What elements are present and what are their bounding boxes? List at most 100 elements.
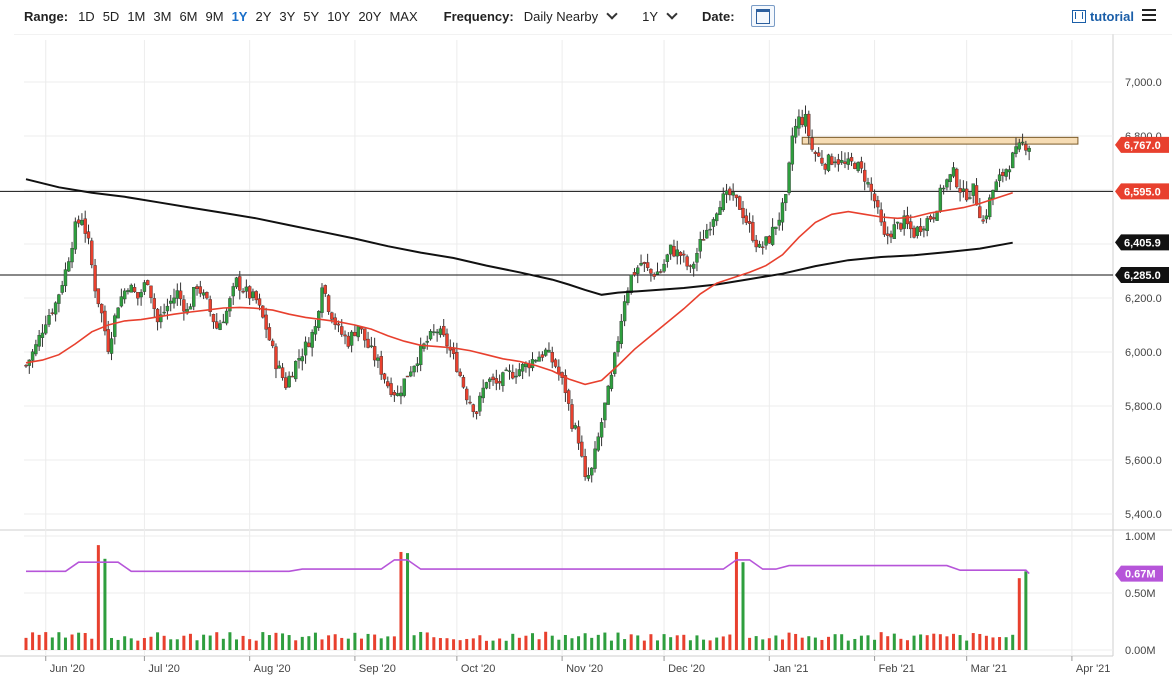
candle-body <box>961 188 966 192</box>
volume-tick-label: 0.00M <box>1125 645 1156 657</box>
candle-body <box>675 249 679 257</box>
candle-body <box>945 179 949 188</box>
candle-body <box>267 327 272 341</box>
candle-body <box>576 426 581 444</box>
candle-body <box>313 326 318 335</box>
range-button-10y[interactable]: 10Y <box>327 8 351 24</box>
fast-moving-average <box>25 191 1013 386</box>
candle-body <box>205 292 209 299</box>
candle-body <box>951 167 956 177</box>
tutorial-link[interactable]: tutorial <box>1071 9 1134 24</box>
range-button-9m[interactable]: 9M <box>205 8 224 24</box>
candle-body <box>790 135 795 165</box>
candle-body <box>902 215 906 229</box>
volume-bar <box>156 632 160 650</box>
candle-body <box>619 321 624 344</box>
candle-body <box>363 328 367 341</box>
menu-button[interactable] <box>1142 6 1156 24</box>
candle-body <box>172 297 176 304</box>
candle-body <box>303 341 308 356</box>
range-button-max[interactable]: MAX <box>389 8 418 24</box>
candle-body <box>484 382 489 389</box>
candle-body <box>274 346 278 370</box>
volume-bar <box>905 640 909 650</box>
candle-body <box>382 373 387 380</box>
candle-body <box>655 271 660 275</box>
candle-body <box>109 338 114 354</box>
volume-bar <box>142 638 146 650</box>
volume-bar <box>853 638 857 650</box>
volume-bar <box>116 639 120 650</box>
range-button-1d[interactable]: 1D <box>78 8 95 24</box>
candle-body <box>60 285 64 293</box>
volume-bar <box>603 632 607 650</box>
volume-bar <box>228 632 232 650</box>
range-button-2y[interactable]: 2Y <box>255 8 272 24</box>
candle-body <box>175 290 179 299</box>
candle-body <box>284 377 288 389</box>
range-button-6m[interactable]: 6M <box>179 8 198 24</box>
candle-body <box>1024 144 1028 151</box>
candle-body <box>182 299 186 312</box>
candle-body <box>665 254 670 262</box>
range-button-3y[interactable]: 3Y <box>279 8 296 24</box>
candle-body <box>63 269 68 287</box>
candle-body <box>889 233 893 238</box>
candle-body <box>1027 147 1031 152</box>
x-tick-label: Sep '20 <box>359 663 396 675</box>
candle-body <box>136 292 140 299</box>
range-button-1y[interactable]: 1Y <box>231 8 248 24</box>
candle-body <box>497 381 502 384</box>
candle-body <box>346 335 351 347</box>
candle-body <box>695 253 699 263</box>
price-label-text: 6,767.0 <box>1124 140 1161 152</box>
volume-bar <box>675 635 679 650</box>
calendar-button[interactable] <box>750 5 775 27</box>
volume-bar <box>958 635 962 650</box>
candle-body <box>997 174 1002 181</box>
price-label-box <box>1115 136 1169 153</box>
range-button-20y[interactable]: 20Y <box>358 8 382 24</box>
volume-bar <box>741 562 745 650</box>
volume-bar <box>208 635 212 650</box>
candle-body <box>24 364 28 367</box>
volume-bar <box>965 640 969 650</box>
candle-body <box>774 226 778 229</box>
candle-body <box>224 310 229 324</box>
candle-body <box>70 248 74 263</box>
candle-body <box>649 268 653 274</box>
volume-bar <box>577 636 581 650</box>
range-button-3m[interactable]: 3M <box>153 8 172 24</box>
candle-body <box>863 169 867 182</box>
volume-bar <box>919 634 923 650</box>
period-dropdown[interactable]: 1Y <box>642 8 678 24</box>
candle-body <box>96 288 101 305</box>
volume-bar <box>873 639 877 650</box>
candle-body <box>405 375 410 378</box>
candle-body <box>606 385 610 405</box>
volume-bar <box>491 640 495 650</box>
range-button-5y[interactable]: 5Y <box>303 8 320 24</box>
candle-body <box>787 162 791 194</box>
candle-body <box>780 202 785 223</box>
volume-bar <box>281 633 285 650</box>
range-button-1m[interactable]: 1M <box>127 8 146 24</box>
candle-body <box>843 161 847 164</box>
candle-body <box>264 314 268 330</box>
volume-bar <box>807 636 811 650</box>
volume-bar <box>774 635 778 650</box>
candle-body <box>1017 142 1021 150</box>
candle-body <box>504 369 508 372</box>
volume-bar <box>379 638 383 650</box>
candle-body <box>698 239 702 252</box>
candle-body <box>165 305 170 312</box>
candle-body <box>869 183 873 192</box>
candle-body <box>718 207 722 215</box>
candle-body <box>816 152 821 157</box>
range-button-5d[interactable]: 5D <box>102 8 120 24</box>
candle-body <box>932 217 936 220</box>
price-label-box <box>1115 267 1169 284</box>
price-chart[interactable]: 5,400.05,600.05,800.06,000.06,200.06,400… <box>0 34 1172 688</box>
volume-bar <box>780 639 784 650</box>
frequency-dropdown[interactable]: Daily Nearby <box>524 8 618 24</box>
